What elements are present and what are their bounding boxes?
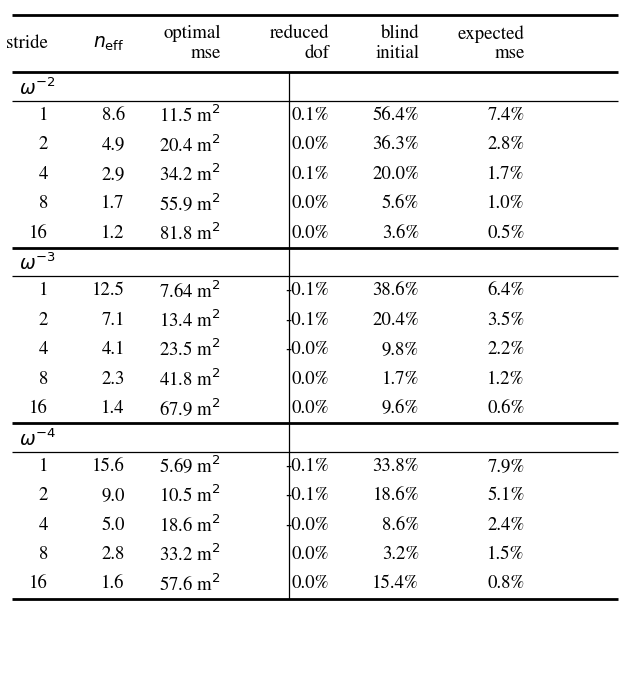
- Text: reduced
dof: reduced dof: [270, 25, 330, 62]
- Text: 2.9: 2.9: [101, 166, 125, 183]
- Text: stride: stride: [6, 35, 48, 52]
- Text: 1.0%: 1.0%: [487, 195, 525, 212]
- Text: -0.0%: -0.0%: [285, 341, 330, 358]
- Text: 2: 2: [38, 312, 48, 329]
- Text: $\omega^{-2}$: $\omega^{-2}$: [19, 77, 56, 99]
- Text: 0.0%: 0.0%: [292, 224, 330, 241]
- Text: 7.64 m$^2$: 7.64 m$^2$: [159, 280, 221, 301]
- Text: -0.1%: -0.1%: [285, 458, 330, 475]
- Text: 8: 8: [39, 370, 48, 387]
- Text: 1.6: 1.6: [101, 575, 125, 592]
- Text: 1.7: 1.7: [101, 195, 125, 212]
- Text: 9.8%: 9.8%: [382, 341, 419, 358]
- Text: 57.6 m$^2$: 57.6 m$^2$: [159, 573, 221, 595]
- Text: 1: 1: [38, 458, 48, 475]
- Text: 34.2 m$^2$: 34.2 m$^2$: [159, 164, 221, 185]
- Text: 9.0: 9.0: [101, 487, 125, 504]
- Text: 41.8 m$^2$: 41.8 m$^2$: [159, 368, 221, 390]
- Text: 7.9%: 7.9%: [488, 458, 525, 475]
- Text: 0.6%: 0.6%: [487, 400, 525, 417]
- Text: -0.0%: -0.0%: [285, 516, 330, 533]
- Text: 4.9: 4.9: [101, 137, 125, 153]
- Text: 10.5 m$^2$: 10.5 m$^2$: [159, 485, 221, 506]
- Text: 3.6%: 3.6%: [382, 224, 419, 241]
- Text: 0.5%: 0.5%: [487, 224, 525, 241]
- Text: 4: 4: [38, 341, 48, 358]
- Text: 8: 8: [39, 546, 48, 563]
- Text: 16: 16: [29, 575, 48, 592]
- Text: $\omega^{-3}$: $\omega^{-3}$: [19, 253, 56, 274]
- Text: 33.8%: 33.8%: [372, 458, 419, 475]
- Text: -0.1%: -0.1%: [285, 283, 330, 299]
- Text: 0.0%: 0.0%: [292, 370, 330, 387]
- Text: 2.2%: 2.2%: [488, 341, 525, 358]
- Text: 56.4%: 56.4%: [372, 107, 419, 124]
- Text: 2.8: 2.8: [102, 546, 125, 563]
- Text: 11.5 m$^2$: 11.5 m$^2$: [159, 105, 221, 126]
- Text: 1.5%: 1.5%: [487, 546, 525, 563]
- Text: $\omega^{-4}$: $\omega^{-4}$: [19, 428, 56, 450]
- Text: 67.9 m$^2$: 67.9 m$^2$: [159, 397, 221, 420]
- Text: -0.1%: -0.1%: [285, 312, 330, 329]
- Text: 8.6: 8.6: [102, 107, 125, 124]
- Text: 1.2%: 1.2%: [487, 370, 525, 387]
- Text: 2: 2: [38, 487, 48, 504]
- Text: blind
initial: blind initial: [375, 25, 419, 62]
- Text: 38.6%: 38.6%: [372, 283, 419, 299]
- Text: 33.2 m$^2$: 33.2 m$^2$: [159, 544, 221, 565]
- Text: 4: 4: [38, 166, 48, 183]
- Text: 2: 2: [38, 137, 48, 153]
- Text: $n_\mathrm{eff}$: $n_\mathrm{eff}$: [93, 34, 125, 53]
- Text: 1.7%: 1.7%: [487, 166, 525, 183]
- Text: 36.3%: 36.3%: [372, 137, 419, 153]
- Text: 4: 4: [38, 516, 48, 533]
- Text: 55.9 m$^2$: 55.9 m$^2$: [159, 193, 221, 215]
- Text: 0.0%: 0.0%: [292, 195, 330, 212]
- Text: 2.4%: 2.4%: [488, 516, 525, 533]
- Text: 5.6%: 5.6%: [382, 195, 419, 212]
- Text: 0.0%: 0.0%: [292, 575, 330, 592]
- Text: 16: 16: [29, 224, 48, 241]
- Text: 12.5: 12.5: [92, 283, 125, 299]
- Text: 3.5%: 3.5%: [488, 312, 525, 329]
- Text: 16: 16: [29, 400, 48, 417]
- Text: 2.8%: 2.8%: [488, 137, 525, 153]
- Text: 3.2%: 3.2%: [382, 546, 419, 563]
- Text: 1: 1: [38, 283, 48, 299]
- Text: 2.3: 2.3: [101, 370, 125, 387]
- Text: 0.0%: 0.0%: [292, 546, 330, 563]
- Text: 4.1: 4.1: [101, 341, 125, 358]
- Text: 7.1: 7.1: [101, 312, 125, 329]
- Text: 5.0: 5.0: [101, 516, 125, 533]
- Text: 6.4%: 6.4%: [488, 283, 525, 299]
- Text: 13.4 m$^2$: 13.4 m$^2$: [159, 310, 221, 331]
- Text: 0.0%: 0.0%: [292, 137, 330, 153]
- Text: 1: 1: [38, 107, 48, 124]
- Text: 20.4%: 20.4%: [372, 312, 419, 329]
- Text: 0.8%: 0.8%: [488, 575, 525, 592]
- Text: 5.1%: 5.1%: [487, 487, 525, 504]
- Text: 1.4: 1.4: [101, 400, 125, 417]
- Text: -0.1%: -0.1%: [285, 487, 330, 504]
- Text: 9.6%: 9.6%: [382, 400, 419, 417]
- Text: 15.4%: 15.4%: [372, 575, 419, 592]
- Text: 81.8 m$^2$: 81.8 m$^2$: [159, 222, 221, 244]
- Text: optimal
mse: optimal mse: [163, 25, 221, 62]
- Text: 23.5 m$^2$: 23.5 m$^2$: [159, 339, 221, 360]
- Text: 0.1%: 0.1%: [292, 166, 330, 183]
- Text: 18.6 m$^2$: 18.6 m$^2$: [159, 514, 221, 536]
- Text: 1.2: 1.2: [101, 224, 125, 241]
- Text: 0.1%: 0.1%: [292, 107, 330, 124]
- Text: 20.4 m$^2$: 20.4 m$^2$: [159, 134, 221, 155]
- Text: expected
mse: expected mse: [458, 25, 525, 62]
- Text: 20.0%: 20.0%: [372, 166, 419, 183]
- Text: 8: 8: [39, 195, 48, 212]
- Text: 1.7%: 1.7%: [381, 370, 419, 387]
- Text: 15.6: 15.6: [92, 458, 125, 475]
- Text: 7.4%: 7.4%: [488, 107, 525, 124]
- Text: 18.6%: 18.6%: [372, 487, 419, 504]
- Text: 8.6%: 8.6%: [382, 516, 419, 533]
- Text: 0.0%: 0.0%: [292, 400, 330, 417]
- Text: 5.69 m$^2$: 5.69 m$^2$: [159, 455, 221, 477]
